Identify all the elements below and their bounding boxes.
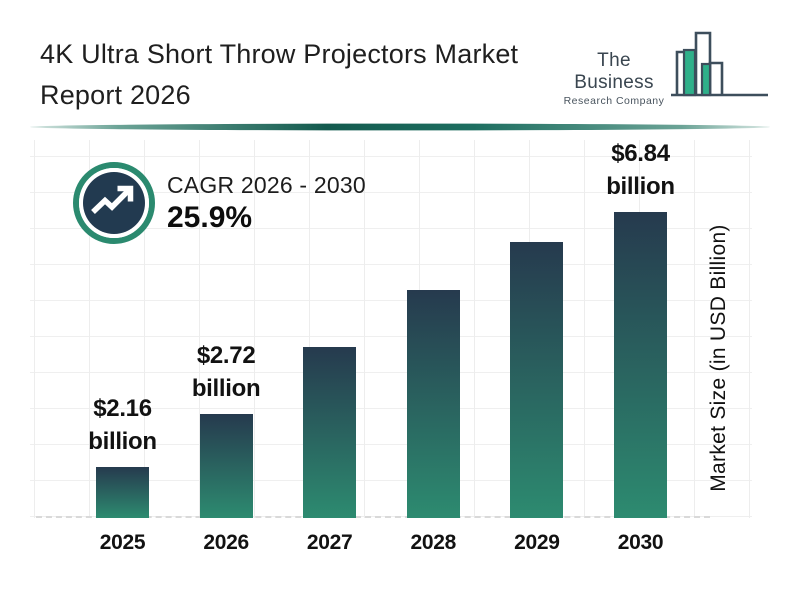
value-label-2030: $6.84 billion xyxy=(606,140,675,200)
trending-up-icon xyxy=(72,161,156,250)
bar-2026 xyxy=(199,414,253,518)
bar-2028 xyxy=(406,290,460,518)
bar-2027 xyxy=(303,347,357,518)
x-tick-2027: 2027 xyxy=(306,531,353,554)
bars-row: $2.16 billion $2.72 billion $6.84 billion xyxy=(88,140,675,518)
logo-subname: Research Company xyxy=(563,95,665,107)
x-tick-2026: 2026 xyxy=(203,531,249,554)
cagr-range-label: CAGR 2026 - 2030 xyxy=(167,172,366,198)
bar-group-2027 xyxy=(303,140,357,518)
bar-group-2029 xyxy=(510,140,564,518)
logo-name: The Business xyxy=(574,50,654,93)
bar-group-2026: $2.72 billion xyxy=(192,140,261,518)
page-title-line1: 4K Ultra Short Throw Projectors Market xyxy=(40,39,519,69)
divider-swoosh xyxy=(28,120,772,138)
value-label-2026: $2.72 billion xyxy=(191,342,261,402)
bar-group-2028 xyxy=(406,140,460,518)
x-tick-2029: 2029 xyxy=(514,531,560,554)
bar-group-2025: $2.16 billion xyxy=(88,140,157,518)
cagr-value: 25.9% xyxy=(167,201,253,234)
bar-2030 xyxy=(613,212,667,518)
value-label-2025: $2.16 billion xyxy=(88,395,157,455)
page-title-line2: Report 2026 xyxy=(40,80,191,110)
x-tick-2028: 2028 xyxy=(410,531,457,554)
company-logo-text: The Business Research Company xyxy=(558,50,670,107)
x-tick-2030: 2030 xyxy=(617,531,664,554)
company-logo: The Business Research Company xyxy=(558,26,778,110)
page-title: 4K Ultra Short Throw Projectors Market R… xyxy=(40,34,518,116)
bar-2029 xyxy=(510,242,564,518)
years-row: 2025 2026 2027 2028 2029 2030 xyxy=(96,531,667,555)
x-axis-baseline xyxy=(36,516,710,518)
bar-chart-logo-icon xyxy=(670,26,770,105)
bar-group-2030: $6.84 billion xyxy=(606,140,675,518)
y-axis-label: Market Size (in USD Billion) xyxy=(707,224,730,492)
x-tick-2025: 2025 xyxy=(99,531,146,554)
bar-2025 xyxy=(96,467,149,518)
